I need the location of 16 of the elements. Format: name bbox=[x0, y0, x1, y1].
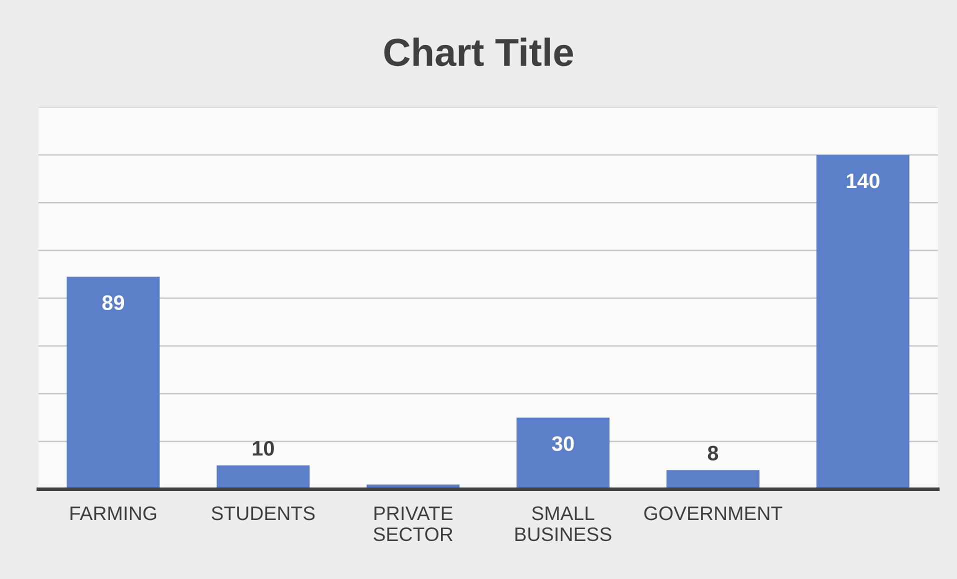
x-tick-label: SMALL BUSINESS bbox=[515, 506, 612, 542]
x-tick-label: GOVERNMENT bbox=[644, 506, 782, 520]
bar bbox=[216, 465, 310, 490]
bar bbox=[516, 418, 610, 490]
bar bbox=[816, 154, 910, 490]
bar bbox=[66, 276, 160, 490]
bar bbox=[666, 470, 760, 490]
data-label: 10 bbox=[252, 440, 274, 456]
x-tick-label: FARMING bbox=[70, 506, 156, 520]
chart-title: Chart Title bbox=[384, 38, 573, 66]
x-tick-label: PRIVATE SECTOR bbox=[374, 506, 453, 542]
data-label: 8 bbox=[708, 446, 718, 460]
data-label: 140 bbox=[846, 174, 880, 188]
x-tick-label: STUDENTS bbox=[212, 506, 315, 520]
data-label: 89 bbox=[102, 295, 124, 310]
data-label: 30 bbox=[552, 436, 574, 452]
